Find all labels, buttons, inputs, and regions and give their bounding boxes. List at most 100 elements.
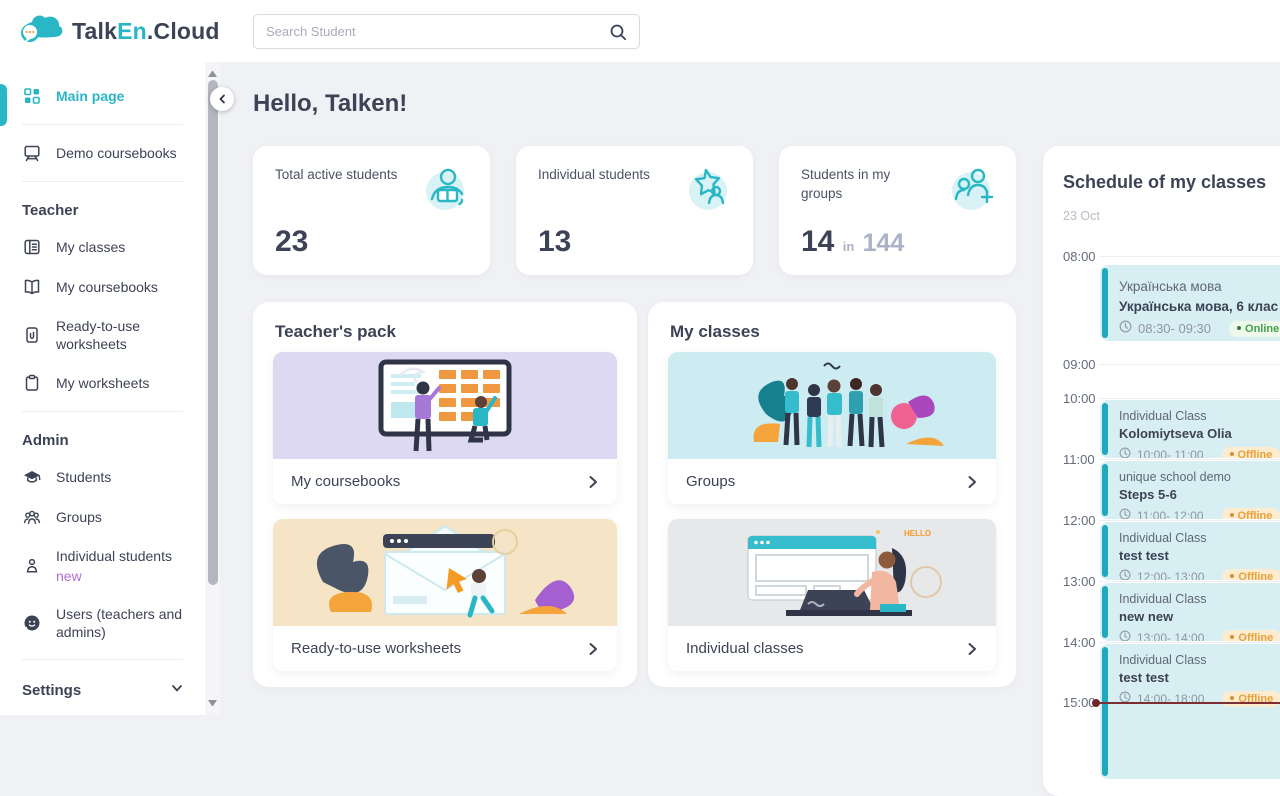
time-label: 15:00 [1063, 695, 1096, 710]
event-subtitle: test test [1119, 547, 1280, 566]
status-badge: Offline [1222, 447, 1280, 458]
time-label: 14:00 [1063, 635, 1096, 650]
section-header-admin: Admin [0, 420, 205, 457]
sidebar-item-students[interactable]: Students [0, 457, 205, 497]
my-classes-card: My classes [648, 302, 1016, 687]
people-group-icon [22, 507, 42, 527]
divider [22, 124, 183, 125]
event-subtitle: Kolomiytseva Olia [1119, 425, 1280, 444]
time-label: 09:00 [1063, 357, 1096, 372]
clock-icon [1119, 568, 1131, 580]
stat-card-individual: Individual students 13 [516, 146, 753, 275]
sidebar-item-label: Main page [56, 87, 124, 105]
sidebar-item-main-page[interactable]: Main page [0, 76, 205, 116]
clock-icon [1119, 320, 1132, 338]
scroll-down-arrow[interactable] [208, 700, 217, 708]
search-input[interactable] [254, 24, 609, 39]
sidebar-item-label: Ready-to-use worksheets [56, 317, 176, 353]
schedule-event[interactable]: Individual Class test test 14:00- 18:00 … [1100, 644, 1280, 779]
board-icon [22, 143, 42, 163]
sidebar-item-my-classes[interactable]: My classes [0, 227, 205, 267]
sidebar-scrollbar[interactable] [205, 62, 220, 715]
sidebar-item-my-worksheets[interactable]: My worksheets [0, 363, 205, 403]
status-badge: Offline [1222, 630, 1280, 641]
time-label: 12:00 [1063, 513, 1096, 528]
classes-list-icon [22, 237, 42, 257]
stat-value: 23 [275, 225, 308, 259]
individual-classes-illustration: HELLO [668, 519, 996, 626]
user-face-icon [22, 613, 42, 633]
status-badge: Offline [1222, 508, 1280, 519]
schedule-event[interactable]: Individual Class Kolomiytseva Olia 10:00… [1100, 400, 1280, 458]
sidebar-item-label: Demo coursebooks [56, 144, 177, 162]
event-subtitle: Steps 5-6 [1119, 486, 1280, 505]
event-title: Individual Class [1119, 407, 1280, 425]
sidebar-item-label: Settings [22, 682, 81, 699]
tile-ready-worksheets[interactable]: Ready-to-use worksheets [273, 519, 617, 671]
tile-label: Ready-to-use worksheets [291, 640, 461, 657]
chevron-right-icon [964, 474, 980, 490]
sidebar-item-label: Groups [56, 508, 102, 526]
sidebar-item-users[interactable]: Users (teachers and admins) [0, 595, 205, 651]
tile-groups[interactable]: Groups [668, 352, 996, 504]
sidebar-collapse-button[interactable] [210, 87, 234, 111]
tile-my-coursebooks[interactable]: My coursebooks [273, 352, 617, 504]
hour-gridline [1099, 398, 1280, 399]
clock-icon [1119, 629, 1131, 641]
card-title: Teacher's pack [253, 302, 637, 342]
time-label: 13:00 [1063, 574, 1096, 589]
divider [22, 181, 183, 182]
scroll-up-arrow[interactable] [208, 69, 217, 77]
schedule-event[interactable]: unique school demo Steps 5-6 11:00- 12:0… [1100, 461, 1280, 519]
schedule-title: Schedule of my classes [1063, 172, 1266, 193]
worksheets-illustration [273, 519, 617, 626]
sidebar-item-ready-worksheets[interactable]: Ready-to-use worksheets [0, 307, 205, 363]
schedule-event[interactable]: Українська мова Українська мова, 6 клас … [1100, 265, 1280, 341]
top-header: TalkEn.Cloud [0, 0, 1280, 62]
divider [22, 659, 183, 660]
sidebar-item-groups[interactable]: Groups [0, 497, 205, 537]
chevron-right-icon [964, 641, 980, 657]
schedule-date: 23 Oct [1063, 209, 1100, 223]
tile-link-groups[interactable]: Groups [668, 459, 996, 504]
graduation-cap-icon [22, 467, 42, 487]
chevron-down-icon [169, 680, 185, 700]
hour-gridline [1099, 256, 1280, 257]
time-label: 11:00 [1063, 452, 1095, 467]
status-badge: Offline [1222, 691, 1280, 707]
search-icon[interactable] [609, 23, 627, 41]
tile-link-ready-worksheets[interactable]: Ready-to-use worksheets [273, 626, 617, 671]
stat-label: Individual students [538, 166, 668, 185]
schedule-event[interactable]: Individual Class test test 12:00- 13:00 … [1100, 522, 1280, 580]
clipboard-icon [22, 373, 42, 393]
app-logo[interactable]: TalkEn.Cloud [18, 12, 220, 51]
sidebar: Main page Demo coursebooks Teacher My cl… [0, 62, 205, 715]
sidebar-item-settings[interactable]: Settings [0, 668, 205, 712]
event-subtitle: new new [1119, 608, 1280, 627]
group-add-icon [950, 164, 998, 212]
hour-gridline [1099, 581, 1280, 582]
groups-illustration [668, 352, 996, 459]
schedule-panel: Schedule of my classes 23 Oct 08:00 09:0… [1043, 146, 1280, 796]
scrollbar-thumb[interactable] [208, 80, 218, 585]
sidebar-item-my-coursebooks[interactable]: My coursebooks [0, 267, 205, 307]
event-time: 13:00- 14:00 [1137, 631, 1204, 641]
sidebar-item-label: Individual students new [56, 547, 172, 584]
hour-gridline [1099, 364, 1280, 365]
event-time: 10:00- 11:00 [1137, 448, 1204, 458]
clock-icon [1119, 690, 1131, 708]
tile-link-individual-classes[interactable]: Individual classes [668, 626, 996, 671]
event-time: 12:00- 13:00 [1137, 570, 1204, 580]
sidebar-item-demo-coursebooks[interactable]: Demo coursebooks [0, 133, 205, 173]
active-item-indicator [0, 84, 7, 126]
hour-gridline [1099, 642, 1280, 643]
sidebar-item-individual-students[interactable]: Individual students new [0, 537, 205, 594]
tile-link-my-coursebooks[interactable]: My coursebooks [273, 459, 617, 504]
tile-individual-classes[interactable]: HELLO [668, 519, 996, 671]
main-content: Hello, Talken! Total active students 23 … [220, 62, 1280, 715]
stat-card-groups: Students in my groups 14 in 144 [779, 146, 1016, 275]
event-title: Individual Class [1119, 590, 1280, 608]
open-book-icon [22, 277, 42, 297]
schedule-event[interactable]: Individual Class new new 13:00- 14:00 Of… [1100, 583, 1280, 641]
event-time: 08:30- 09:30 [1138, 321, 1211, 336]
